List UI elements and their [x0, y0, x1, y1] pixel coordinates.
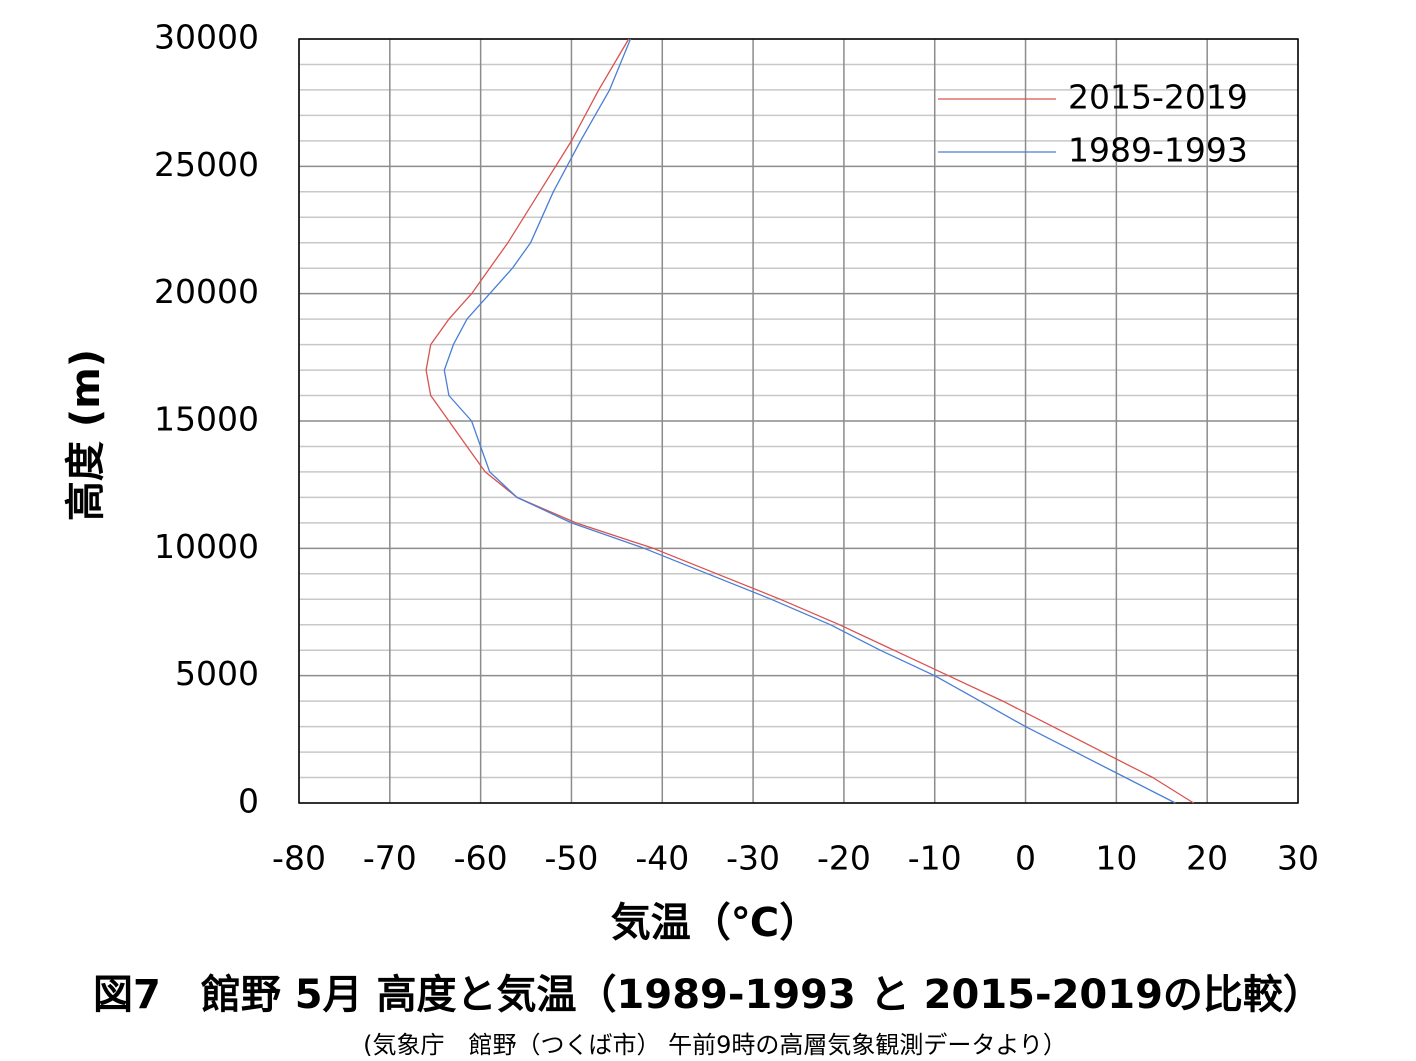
x-tick-label: -80 [272, 839, 326, 878]
y-tick-label: 20000 [154, 272, 259, 311]
x-tick-label: -30 [726, 839, 780, 878]
x-tick-label: -20 [817, 839, 871, 878]
x-tick-label: 0 [1015, 839, 1036, 878]
x-axis-label: 気温（℃） [611, 900, 819, 946]
x-tick-label: -10 [908, 839, 962, 878]
x-tick-label: 20 [1186, 839, 1228, 878]
x-tick-label: -40 [635, 839, 689, 878]
plot-frame [298, 38, 1299, 804]
legend-label: 2015-2019 [1068, 78, 1248, 117]
chart-title: 図7 館野 5月 高度と気温（1989-1993 と 2015-2019の比較） [93, 972, 1323, 1018]
x-tick-label: -70 [363, 839, 417, 878]
y-tick-label: 30000 [154, 18, 259, 57]
data-line [425, 38, 1194, 804]
x-tick-label: 30 [1277, 839, 1319, 878]
x-tick-label: -60 [454, 839, 508, 878]
y-tick-label: 5000 [175, 654, 259, 693]
y-tick-label: 10000 [154, 527, 259, 566]
y-tick-label: 15000 [154, 400, 259, 439]
x-tick-label: 10 [1095, 839, 1137, 878]
y-tick-label: 0 [238, 782, 259, 821]
y-axis-label: 高度 (m) [63, 349, 109, 521]
x-tick-label: -50 [545, 839, 599, 878]
chart-subtitle: (気象庁 館野（つくば市） 午前9時の高層気象観測データより） [363, 1031, 1067, 1059]
y-tick-label: 25000 [154, 145, 259, 184]
data-line [443, 38, 1176, 804]
legend-label: 1989-1993 [1068, 131, 1248, 170]
